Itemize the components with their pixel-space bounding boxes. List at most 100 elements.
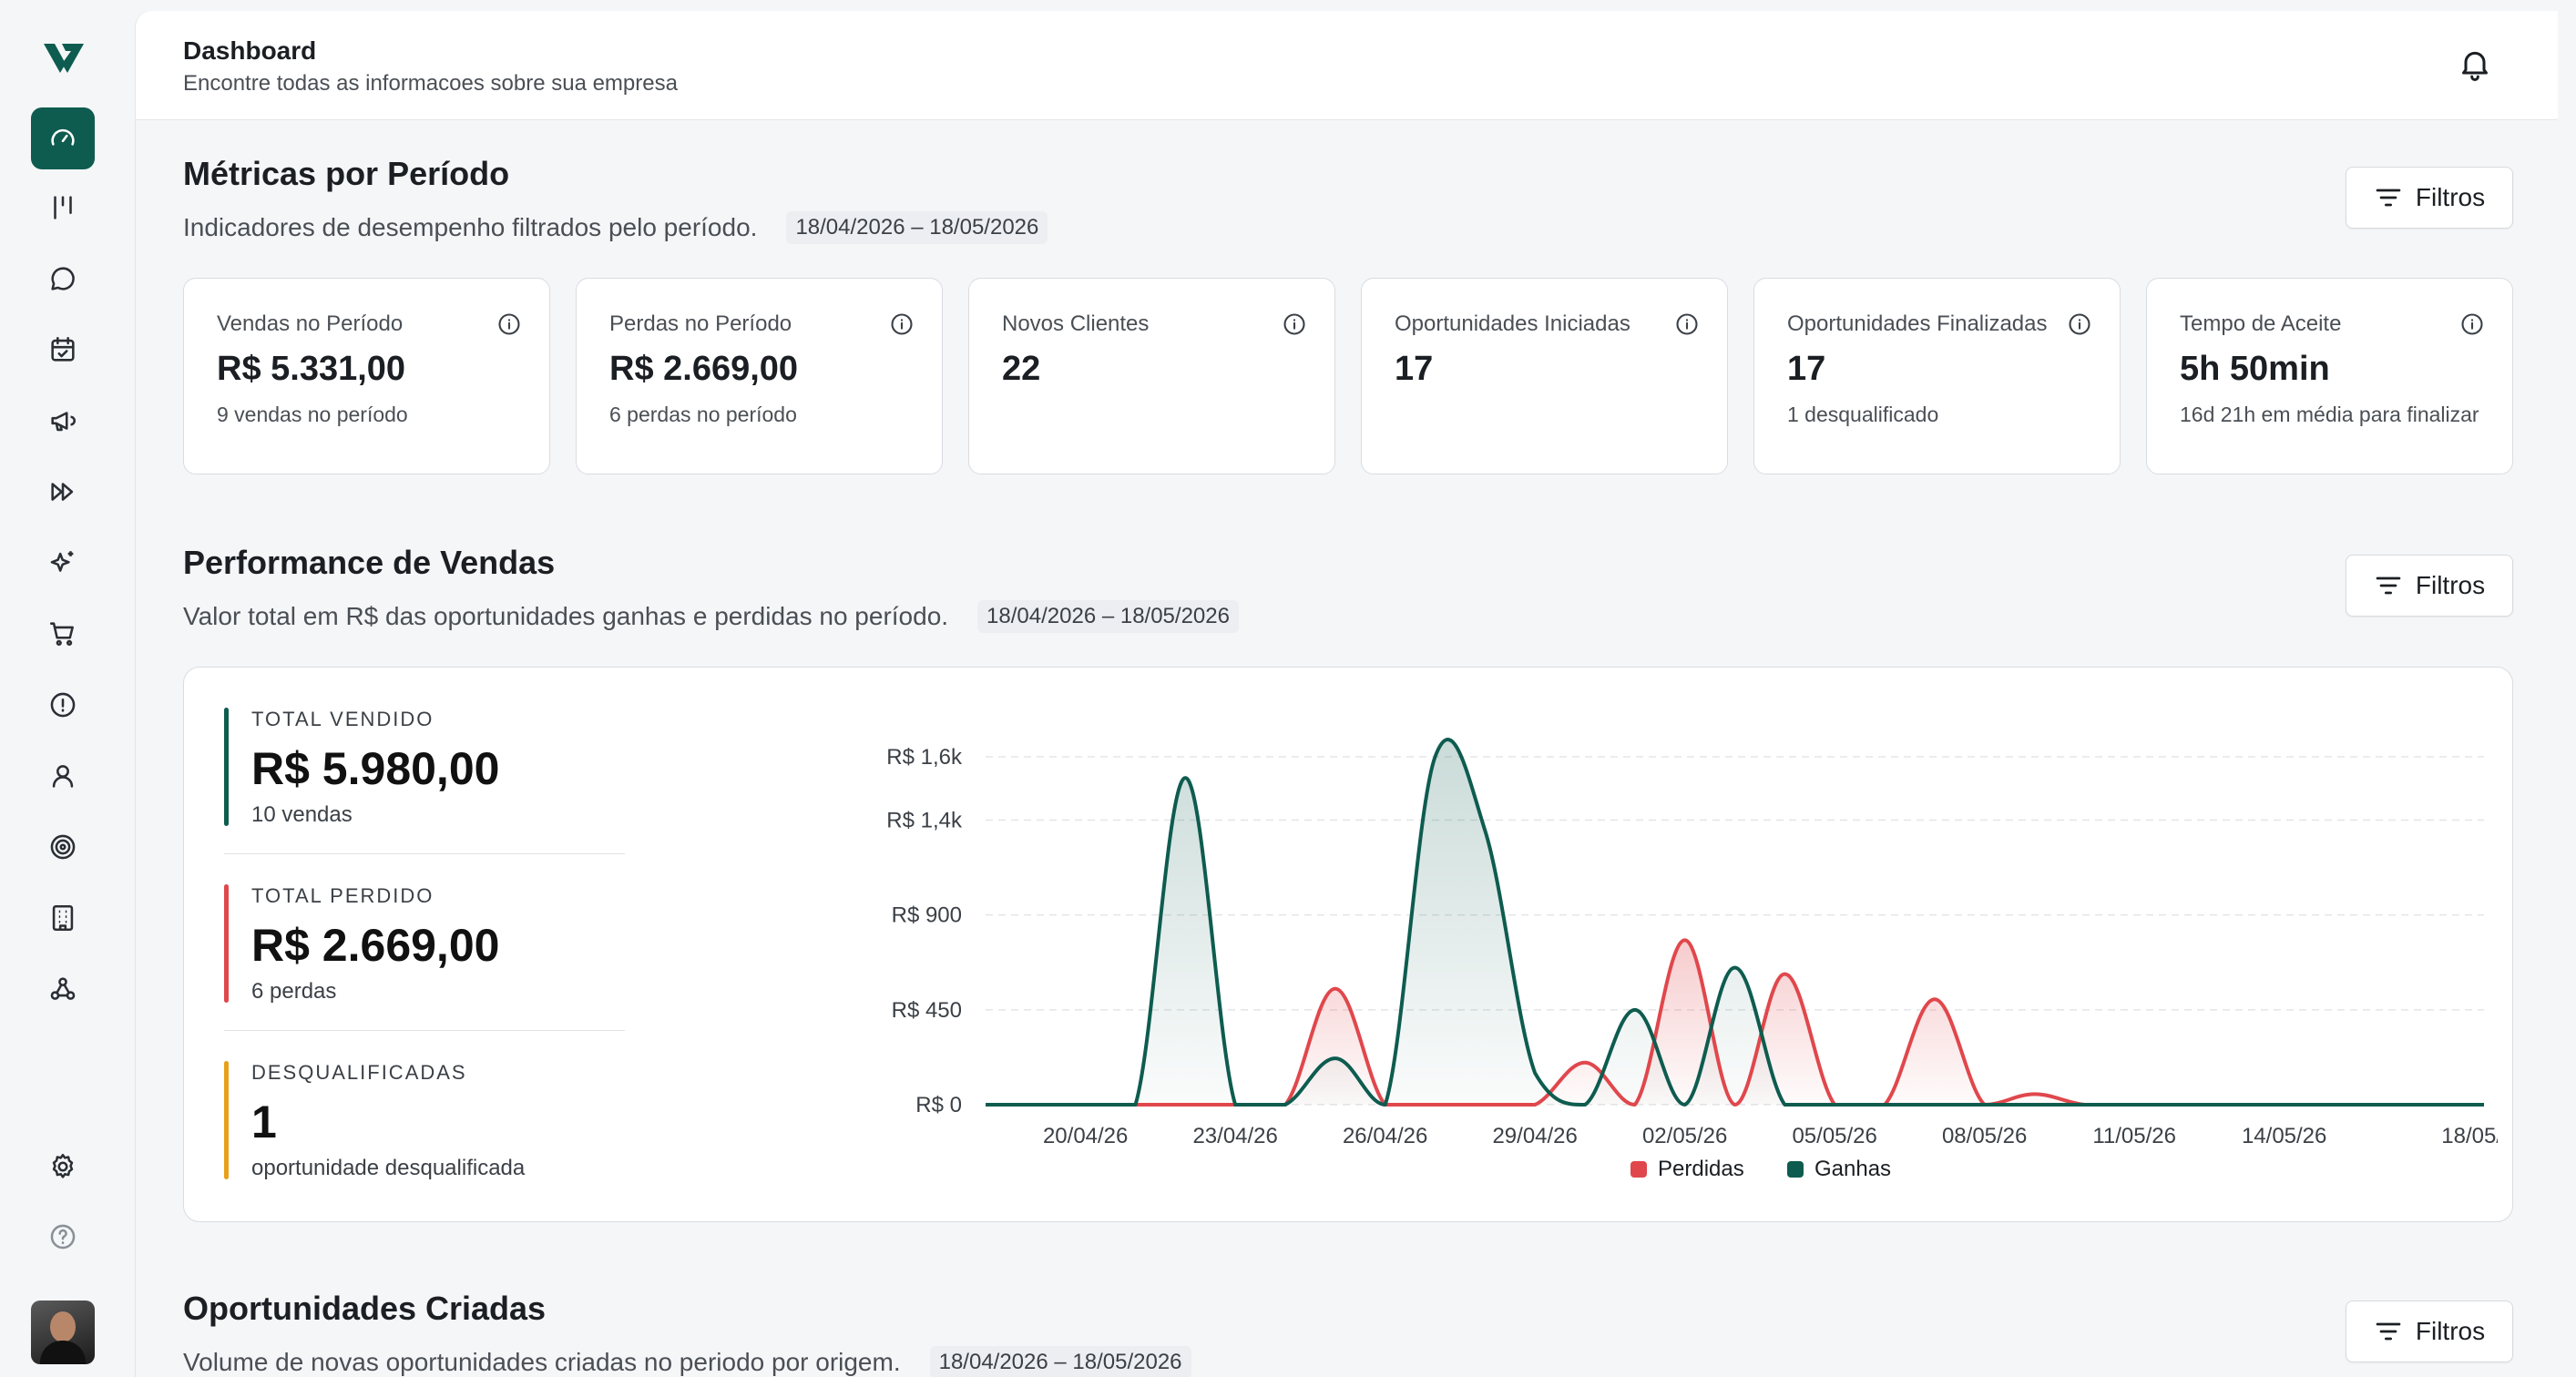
kpi-desqualificadas: DESQUALIFICADAS 1 oportunidade desqualif… xyxy=(224,1061,625,1181)
sparkles-icon xyxy=(50,551,74,572)
legend-swatch xyxy=(1787,1161,1804,1178)
target-icon xyxy=(50,834,76,860)
sidebar-item-pipeline[interactable] xyxy=(31,177,95,239)
kpi-total-perdido: TOTAL PERDIDO R$ 2.669,00 6 perdas xyxy=(224,884,625,1005)
sidebar-item-sales[interactable] xyxy=(31,603,95,665)
avatar-face xyxy=(50,1311,76,1342)
sidebar-item-goals[interactable] xyxy=(31,816,95,878)
info-icon[interactable] xyxy=(1674,311,1700,337)
avatar[interactable] xyxy=(31,1300,95,1364)
metric-card-label: Oportunidades Iniciadas xyxy=(1395,311,1630,336)
metric-card-sub: 9 vendas no período xyxy=(217,403,408,426)
legend-label[interactable]: Ganhas xyxy=(1814,1157,1891,1181)
sidebar-item-ai[interactable] xyxy=(31,532,95,594)
calendar-check-icon xyxy=(51,336,75,362)
metrics-date-range: 18/04/2026 – 18/05/2026 xyxy=(786,211,1048,244)
user-icon xyxy=(52,765,74,788)
kanban-icon xyxy=(54,196,72,219)
kpi-sub: 10 vendas xyxy=(251,802,353,827)
series-area-ganhas xyxy=(986,740,2484,1105)
metric-cards: Vendas no Período R$ 5.331,00 9 vendas n… xyxy=(183,278,2513,474)
x-tick-label: 08/05/26 xyxy=(1942,1124,2027,1148)
metric-card-label: Novos Clientes xyxy=(1002,311,1150,336)
info-icon[interactable] xyxy=(2459,311,2485,337)
series-line-ganhas xyxy=(986,738,2484,1107)
performance-description-text: Valor total em R$ das oportunidades ganh… xyxy=(183,602,949,630)
kpi-value: 1 xyxy=(251,1096,277,1148)
metrics-description: Indicadores de desempenho filtrados pelo… xyxy=(183,211,1048,244)
sidebar-settings[interactable] xyxy=(31,1136,95,1198)
kpi-divider xyxy=(224,853,625,854)
sidebar-item-companies[interactable] xyxy=(31,887,95,949)
kpi-value: R$ 2.669,00 xyxy=(251,920,500,971)
info-icon[interactable] xyxy=(889,311,915,337)
kpi-divider xyxy=(224,1030,625,1031)
sidebar-item-contacts[interactable] xyxy=(31,745,95,807)
metric-card-label: Perdas no Período xyxy=(609,311,792,336)
alert-circle-icon xyxy=(50,692,76,718)
info-icon[interactable] xyxy=(2067,311,2092,337)
oportunidades-title: Oportunidades Criadas xyxy=(183,1290,547,1327)
oportunidades-date-range: 18/04/2026 – 18/05/2026 xyxy=(929,1346,1191,1377)
chat-icon xyxy=(51,267,75,291)
y-tick-label: R$ 1,4k xyxy=(886,808,963,832)
filter-icon xyxy=(2376,1322,2401,1341)
kpi-sub: oportunidade desqualificada xyxy=(251,1156,526,1180)
sidebar-item-chat[interactable] xyxy=(31,248,95,310)
metric-card-vendas: Vendas no Período R$ 5.331,00 9 vendas n… xyxy=(183,278,550,474)
y-tick-label: R$ 0 xyxy=(915,1093,962,1117)
brand-logo[interactable] xyxy=(40,38,87,78)
sidebar-item-webhooks[interactable] xyxy=(31,958,95,1020)
metric-card-value: R$ 5.331,00 xyxy=(217,350,406,388)
performance-title: Performance de Vendas xyxy=(183,544,556,581)
gauge-icon xyxy=(51,128,75,146)
oportunidades-filter-button[interactable]: Filtros xyxy=(2346,1300,2513,1362)
metric-card-tempo-aceite: Tempo de Aceite 5h 50min 16d 21h em médi… xyxy=(2146,278,2513,474)
kpi-total-vendido: TOTAL VENDIDO R$ 5.980,00 10 vendas xyxy=(224,708,625,828)
metric-card-perdas: Perdas no Período R$ 2.669,00 6 perdas n… xyxy=(576,278,943,474)
kpi-label: TOTAL PERDIDO xyxy=(251,884,434,907)
sales-performance-chart: R$ 0 R$ 450 R$ 900 R$ 1,4k R$ 1,6k 20/04/26 23… xyxy=(886,738,2498,1181)
topbar: Dashboard Encontre todas as informacoes … xyxy=(136,11,2558,120)
filter-icon xyxy=(2376,189,2401,207)
metric-card-label: Oportunidades Finalizadas xyxy=(1787,311,2048,336)
kpi-value: R$ 5.980,00 xyxy=(251,743,500,794)
metrics-filter-button[interactable]: Filtros xyxy=(2346,167,2513,229)
sidebar-item-dashboard[interactable] xyxy=(31,107,95,169)
x-tick-label: 02/05/26 xyxy=(1642,1124,1727,1148)
performance-panel: TOTAL VENDIDO R$ 5.980,00 10 vendas TOTA… xyxy=(183,667,2513,1222)
x-tick-label: 29/04/26 xyxy=(1492,1124,1577,1148)
metric-card-sub: 16d 21h em média para finalizar xyxy=(2180,403,2479,426)
kpi-bar-vendido xyxy=(224,708,229,826)
info-icon[interactable] xyxy=(1282,311,1307,337)
x-tick-label: 26/04/26 xyxy=(1343,1124,1427,1148)
sidebar-item-calendar[interactable] xyxy=(31,319,95,381)
x-tick-label: 14/05/26 xyxy=(2242,1124,2326,1148)
x-tick-label: 05/05/26 xyxy=(1792,1124,1876,1148)
building-icon xyxy=(52,904,74,932)
kpi-bar-desq xyxy=(224,1061,229,1179)
sidebar-item-alerts[interactable] xyxy=(31,674,95,736)
info-icon[interactable] xyxy=(496,311,522,337)
sidebar-item-automations[interactable] xyxy=(31,461,95,523)
metric-card-label: Vendas no Período xyxy=(217,311,404,336)
bell-icon[interactable] xyxy=(2457,46,2493,82)
performance-date-range: 18/04/2026 – 18/05/2026 xyxy=(977,600,1239,633)
legend-swatch xyxy=(1630,1161,1647,1178)
performance-filter-button[interactable]: Filtros xyxy=(2346,555,2513,617)
webhook-icon xyxy=(50,977,76,1000)
metric-card-oportunidades-iniciadas: Oportunidades Iniciadas 17 xyxy=(1361,278,1728,474)
metric-card-value: 17 xyxy=(1787,350,1826,388)
metrics-filter-label: Filtros xyxy=(2415,183,2486,211)
sidebar-help[interactable] xyxy=(31,1206,95,1268)
kpi-label: TOTAL VENDIDO xyxy=(251,708,434,730)
cart-icon xyxy=(49,622,74,647)
kpi-label: DESQUALIFICADAS xyxy=(251,1061,467,1084)
main-panel: Dashboard Encontre todas as informacoes … xyxy=(135,11,2558,1377)
sidebar-item-campaigns[interactable] xyxy=(31,390,95,452)
sidebar xyxy=(0,0,128,1377)
help-circle-icon xyxy=(50,1224,76,1250)
legend-label[interactable]: Perdidas xyxy=(1658,1157,1744,1181)
x-tick-label: 18/05/26 xyxy=(2441,1124,2498,1148)
kpi-bar-perdido xyxy=(224,884,229,1003)
